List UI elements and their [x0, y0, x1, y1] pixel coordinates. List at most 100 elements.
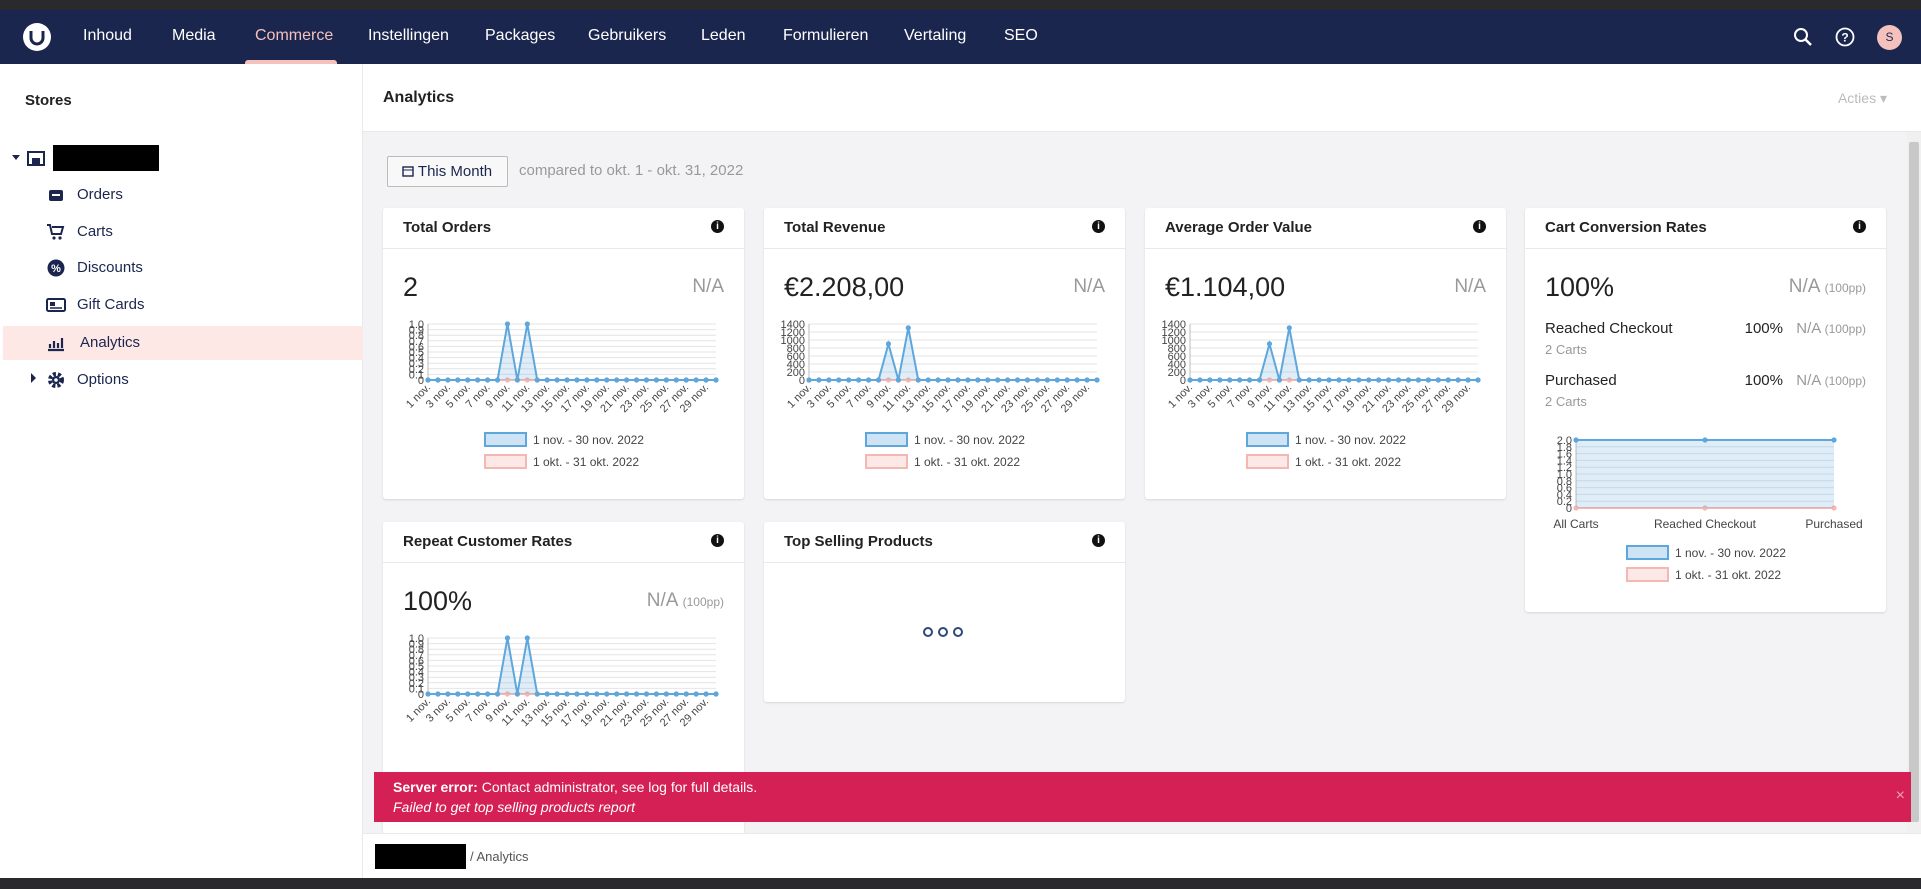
top-strip	[0, 0, 1921, 10]
point	[1395, 377, 1402, 383]
y-tick-label: 0.4	[409, 667, 424, 679]
nav-item[interactable]: Packages	[485, 27, 556, 44]
point	[564, 377, 570, 383]
page-title: Analytics	[383, 89, 455, 106]
point	[1074, 377, 1080, 383]
y-tick-label: 0.9	[409, 639, 424, 651]
legend-label: 1 okt. - 31 okt. 2022	[1295, 455, 1401, 469]
logo[interactable]	[22, 22, 52, 52]
y-tick-label: 0.4	[409, 353, 424, 365]
nav-item[interactable]: Media	[172, 27, 216, 44]
scrollbar[interactable]	[1907, 132, 1921, 833]
point	[1425, 377, 1431, 383]
sidebar-label[interactable]: Gift Cards	[77, 296, 145, 313]
point	[856, 377, 862, 383]
svg-text:%: %	[51, 263, 61, 275]
nav-item[interactable]: Vertaling	[904, 27, 967, 44]
sidebar-item[interactable]: Analytics	[3, 326, 363, 360]
nav-item[interactable]: Gebruikers	[588, 27, 667, 44]
point	[524, 321, 530, 327]
info-icon[interactable]: i	[1092, 220, 1105, 233]
legend-swatch	[1626, 545, 1669, 560]
sidebar-item[interactable]: Orders	[0, 178, 363, 212]
point	[494, 377, 501, 383]
search-icon[interactable]	[1793, 27, 1813, 47]
actions-label[interactable]: Acties	[1837, 90, 1877, 106]
point	[1366, 377, 1372, 383]
point	[1266, 341, 1273, 347]
error-detail: Failed to get top selling products repor…	[393, 799, 636, 815]
point	[504, 377, 511, 383]
point	[1415, 377, 1422, 383]
point	[1094, 377, 1100, 383]
sidebar-label[interactable]: Discounts	[77, 259, 143, 276]
info-icon[interactable]: i	[711, 220, 724, 233]
avatar[interactable]: S	[1877, 25, 1902, 50]
legend-swatch	[1626, 567, 1669, 582]
point	[935, 377, 941, 383]
card-title: Total Orders	[403, 219, 492, 236]
point	[836, 377, 842, 383]
point	[524, 691, 530, 697]
info-icon[interactable]: i	[1092, 534, 1105, 547]
nav-item[interactable]: Leden	[701, 27, 746, 44]
nav-item[interactable]: Instellingen	[368, 27, 449, 44]
point	[693, 691, 699, 697]
y-tick-label: 0.3	[409, 672, 424, 684]
sidebar-item[interactable]: Carts	[0, 215, 363, 249]
point	[885, 341, 892, 347]
point	[995, 377, 1001, 383]
nav-item[interactable]: Formulieren	[783, 27, 869, 44]
help-icon[interactable]: ?	[1835, 27, 1855, 47]
row-compare-value: N/A	[1796, 372, 1821, 389]
y-tick-label: 0.7	[409, 336, 424, 348]
y-tick-label: 200	[1168, 367, 1186, 379]
info-icon[interactable]: i	[1853, 220, 1866, 233]
y-tick-label: 0.8	[1557, 476, 1572, 488]
point	[534, 691, 540, 697]
sidebar-label[interactable]: Carts	[77, 223, 113, 240]
point	[574, 691, 580, 697]
y-tick-label: 0	[418, 689, 424, 701]
point	[465, 377, 471, 383]
sidebar-label[interactable]: Options	[77, 371, 129, 388]
info-icon[interactable]: i	[1473, 220, 1486, 233]
y-tick-label: 200	[787, 367, 805, 379]
legend-swatch	[1246, 454, 1289, 469]
loader-dot	[923, 627, 933, 637]
info-icon[interactable]: i	[711, 534, 724, 547]
nav-item[interactable]: Commerce	[255, 27, 334, 44]
point	[653, 691, 660, 697]
x-tick-label: Purchased	[1805, 517, 1862, 531]
sidebar-item[interactable]: Gift Cards	[0, 288, 363, 322]
date-button[interactable]: This Month	[387, 156, 508, 187]
point	[1573, 505, 1579, 511]
compare-value: N/A	[646, 590, 678, 611]
sidebar-label[interactable]: Analytics	[80, 334, 141, 351]
point	[975, 377, 981, 383]
chart: 00.20.40.60.81.01.21.41.61.82.0 All Carts…	[1553, 435, 1863, 582]
card-compare: N/A	[1073, 276, 1105, 298]
point	[1044, 377, 1050, 383]
point	[614, 691, 620, 697]
store-icon[interactable]	[10, 148, 50, 168]
y-tick-label: 0.5	[409, 661, 424, 673]
point	[1276, 377, 1282, 383]
point	[985, 377, 991, 383]
point	[1306, 377, 1312, 383]
point	[1346, 377, 1352, 383]
nav-item[interactable]: Inhoud	[83, 27, 132, 44]
y-tick-label: 0	[1566, 503, 1572, 515]
y-tick-label: 400	[1168, 359, 1186, 371]
card: Top Selling Products i	[764, 522, 1125, 702]
sidebar-item[interactable]: Options	[0, 363, 363, 397]
close-button[interactable]: ×	[1895, 787, 1905, 804]
nav-item[interactable]: SEO	[1004, 27, 1038, 44]
content: This Month compared to okt. 1 - okt. 31,…	[363, 132, 1907, 833]
sidebar-label[interactable]: Orders	[77, 186, 123, 203]
date-button-label[interactable]: This Month	[417, 163, 493, 180]
actions-button[interactable]: Acties ▾	[1837, 90, 1887, 106]
point	[663, 377, 669, 383]
sidebar-item[interactable]: % Discounts	[0, 251, 363, 285]
expand-arrow[interactable]	[31, 373, 36, 383]
